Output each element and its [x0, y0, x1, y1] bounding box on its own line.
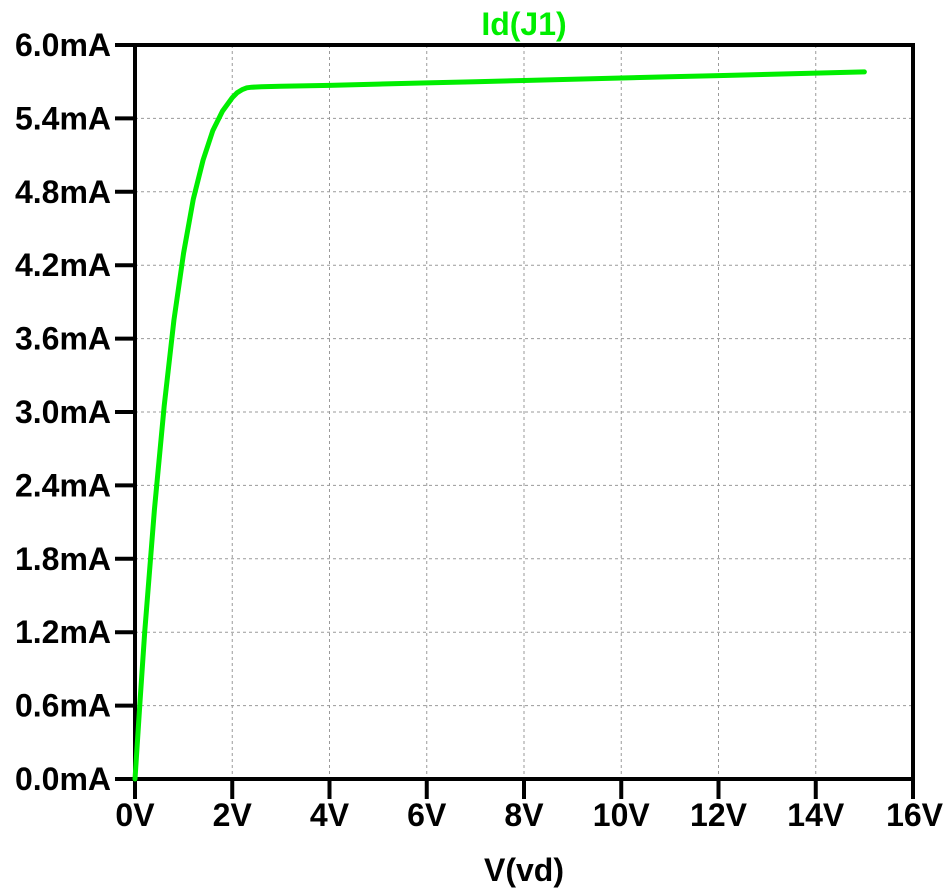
y-tick-label: 0.0mA: [15, 761, 111, 797]
x-axis-label: V(vd): [484, 852, 564, 888]
y-tick-label: 4.2mA: [15, 247, 111, 283]
x-tick-label: 8V: [504, 797, 544, 833]
x-tick-label: 4V: [310, 797, 350, 833]
x-tick-label: 12V: [690, 797, 748, 833]
y-tick-label: 2.4mA: [15, 467, 111, 503]
y-tick-label: 3.0mA: [15, 394, 111, 430]
x-tick-label: 0V: [115, 797, 155, 833]
y-tick-label: 6.0mA: [15, 27, 111, 63]
y-tick-label: 1.2mA: [15, 614, 111, 650]
series-line: [132, 69, 867, 782]
y-tick-label: 4.8mA: [15, 174, 111, 210]
x-tick-label: 10V: [593, 797, 651, 833]
x-tick-label: 6V: [407, 797, 447, 833]
x-tick-label: 14V: [787, 797, 845, 833]
series-layer: [132, 69, 867, 782]
y-tick-label: 0.6mA: [15, 688, 111, 724]
chart-title: Id(J1): [481, 6, 566, 42]
y-tick-label: 3.6mA: [15, 321, 111, 357]
y-tick-label: 5.4mA: [15, 100, 111, 136]
y-axis: 0.0mA 0.6mA 1.2mA 1.8mA 2.4mA 3.0mA 3.6mA 4.2mA…: [15, 27, 135, 797]
x-axis: 0V 2V 4V 6V 8V 10V 12V 14V 16V: [115, 779, 944, 833]
y-tick-label: 1.8mA: [15, 541, 111, 577]
x-tick-label: 2V: [213, 797, 253, 833]
grid: [135, 45, 913, 779]
x-tick-label: 16V: [886, 797, 944, 833]
